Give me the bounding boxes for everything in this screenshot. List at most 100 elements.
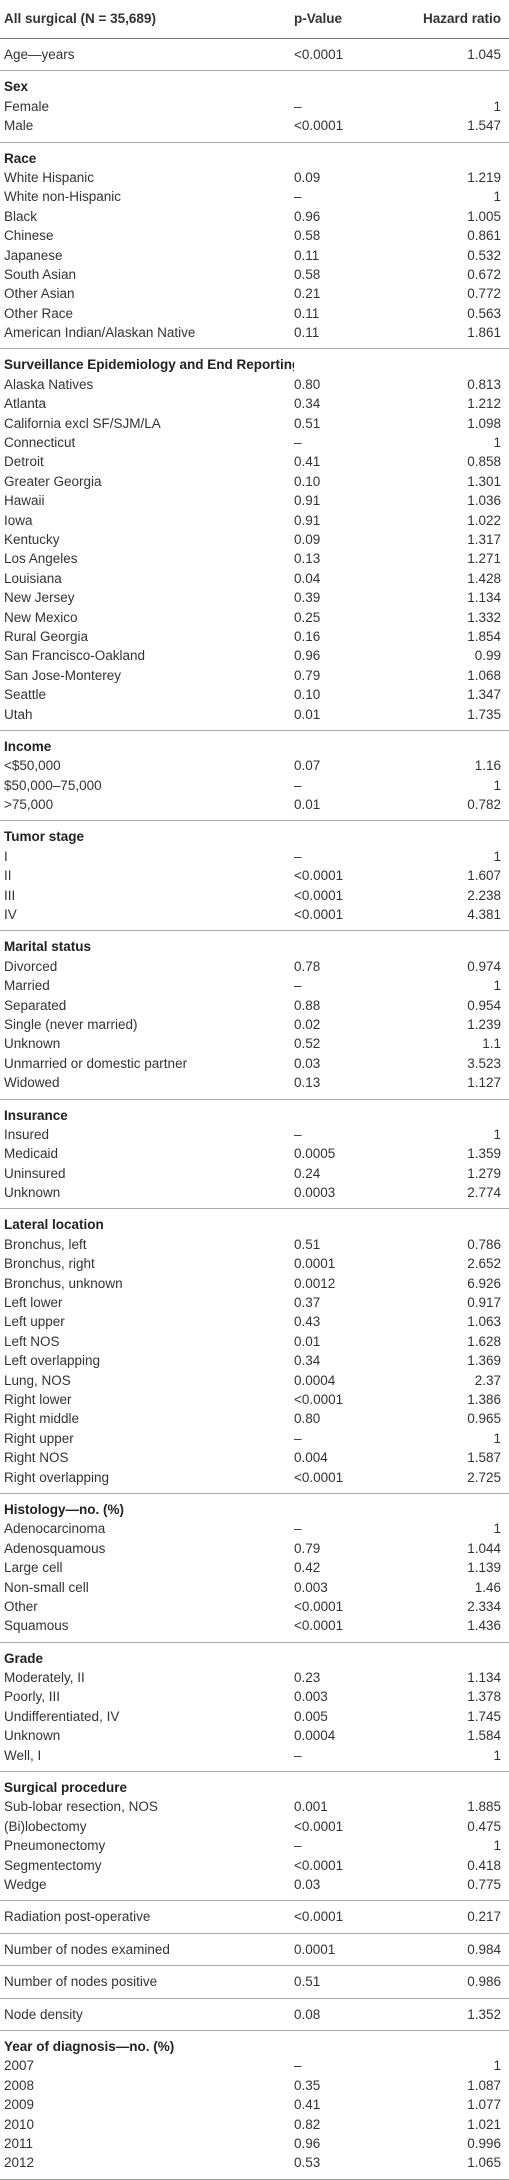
table-row: San Jose-Monterey 0.79 1.068 <box>0 666 509 685</box>
table-row: Other Asian 0.21 0.772 <box>0 284 509 303</box>
table-cell: Divorced <box>4 958 58 974</box>
header-cell: p-Value <box>294 11 343 26</box>
group-title-row: Lateral location <box>0 1215 509 1234</box>
table-cell: 0.005 <box>294 1708 328 1724</box>
table-cell: Separated <box>4 997 67 1013</box>
table-row: Left lower 0.37 0.917 <box>0 1293 509 1312</box>
group-title-row: Race <box>0 149 509 168</box>
table-cell: 0.04 <box>294 570 321 586</box>
table-cell: 0.88 <box>294 997 321 1013</box>
table-cell: 1.16 <box>474 758 501 774</box>
table-cell: 2.652 <box>467 1256 501 1272</box>
table-row: Sub-lobar resection, NOS 0.001 1.885 <box>0 1797 509 1816</box>
table-row: Number of nodes positive 0.51 0.986 <box>0 1972 509 1991</box>
table-cell: Rural Georgia <box>4 628 89 644</box>
table-cell: 0.782 <box>467 797 501 813</box>
table-cell: – <box>294 189 302 205</box>
group-title-row: Year of diagnosis—no. (%) <box>0 2037 509 2056</box>
table-row: Separated 0.88 0.954 <box>0 996 509 1015</box>
table-row: $50,000–75,000 – 1 <box>0 776 509 795</box>
table-cell: American Indian/Alaskan Native <box>4 325 196 341</box>
table-cell: Single (never married) <box>4 1016 138 1032</box>
table-cell: 1.271 <box>467 551 501 567</box>
table-cell: 0.51 <box>294 1236 321 1252</box>
table-row: Widowed 0.13 1.127 <box>0 1073 509 1092</box>
table-cell: 0.10 <box>294 687 321 703</box>
table-cell: Kentucky <box>4 531 60 547</box>
table-cell: <$50,000 <box>4 758 61 774</box>
table-cell: – <box>294 1838 302 1854</box>
table-cell: – <box>294 1126 302 1142</box>
table-cell: 2.725 <box>467 1469 501 1485</box>
table-cell: 0.532 <box>467 247 501 263</box>
table-cell: 0.0004 <box>294 1728 336 1744</box>
table-row: Adenocarcinoma – 1 <box>0 1519 509 1538</box>
table-cell: $50,000–75,000 <box>4 777 102 793</box>
table-cell: – <box>294 1430 302 1446</box>
table-cell: <0.0001 <box>294 1909 344 1925</box>
table-cell: 0.21 <box>294 286 321 302</box>
table-cell: Bronchus, unknown <box>4 1275 123 1291</box>
group-title: Race <box>4 150 37 166</box>
table-cell: 0.01 <box>294 797 321 813</box>
table-cell: 0.39 <box>294 590 321 606</box>
table-cell: 0.672 <box>467 266 501 282</box>
table-cell: 1 <box>493 1126 501 1142</box>
table-cell: 0.01 <box>294 706 321 722</box>
table-cell: 1.735 <box>467 706 501 722</box>
table-cell: Adenocarcinoma <box>4 1521 106 1537</box>
table-cell: Wedge <box>4 1876 47 1892</box>
table-cell: 1.279 <box>467 1165 501 1181</box>
table-cell: White Hispanic <box>4 169 95 185</box>
table-cell: 1 <box>493 978 501 994</box>
header-cell: All surgical (N = 35,689) <box>4 11 156 26</box>
table-cell: Adenosquamous <box>4 1540 106 1556</box>
table-row: III <0.0001 2.238 <box>0 886 509 905</box>
table-row: Pneumonectomy – 1 <box>0 1836 509 1855</box>
table-cell: 1.584 <box>467 1728 501 1744</box>
table-cell: <0.0001 <box>294 118 344 134</box>
table-cell: – <box>294 777 302 793</box>
table-row: Wedge 0.03 0.775 <box>0 1875 509 1894</box>
table-cell: – <box>294 1747 302 1763</box>
table-cell: 0.772 <box>467 286 501 302</box>
table-cell: 0.563 <box>467 305 501 321</box>
table-cell: Poorly, III <box>4 1689 61 1705</box>
table-row: American Indian/Alaskan Native 0.11 1.861 <box>0 323 509 342</box>
table-row: Alaska Natives 0.80 0.813 <box>0 375 509 394</box>
row-group: Radiation post-operative <0.0001 0.217 <box>0 1901 509 1934</box>
table-cell: 0.09 <box>294 531 321 547</box>
table-cell: Bronchus, right <box>4 1256 95 1272</box>
table-row: Other <0.0001 2.334 <box>0 1597 509 1616</box>
table-cell: <0.0001 <box>294 1818 344 1834</box>
table-row: Insured – 1 <box>0 1125 509 1144</box>
table-cell: 1.436 <box>467 1618 501 1634</box>
table-cell: 1.022 <box>467 512 501 528</box>
table-cell: 0.41 <box>294 454 321 470</box>
table-cell: 0.986 <box>467 1974 501 1990</box>
table-row: Black 0.96 1.005 <box>0 207 509 226</box>
table-cell: <0.0001 <box>294 1469 344 1485</box>
table-row: Age—years <0.0001 1.045 <box>0 45 509 64</box>
table-row: Well, I – 1 <box>0 1746 509 1765</box>
table-cell: 1.098 <box>467 415 501 431</box>
table-cell: 2008 <box>4 2077 35 2093</box>
row-group: Age—years <0.0001 1.045 <box>0 39 509 72</box>
table-cell: 0.53 <box>294 2155 321 2171</box>
row-group: Surveillance Epidemiology and End Report… <box>0 349 509 731</box>
table-cell: Unknown <box>4 1036 61 1052</box>
table-row: Kentucky 0.09 1.317 <box>0 530 509 549</box>
table-cell: 0.10 <box>294 473 321 489</box>
row-group: Income <$50,000 0.07 1.16 $50,000–75,000 – 1 >7… <box>0 731 509 822</box>
table-cell: 1 <box>493 1521 501 1537</box>
group-title-row: Histology—no. (%) <box>0 1500 509 1519</box>
table-cell: New Mexico <box>4 609 78 625</box>
table-cell: 0.35 <box>294 2077 321 2093</box>
table-cell: Moderately, II <box>4 1670 85 1686</box>
table-cell: 0.11 <box>294 305 320 321</box>
table-cell: Widowed <box>4 1075 60 1091</box>
table-cell: Los Angeles <box>4 551 78 567</box>
table-cell: Louisiana <box>4 570 62 586</box>
table-row: Right lower <0.0001 1.386 <box>0 1390 509 1409</box>
table-cell: 0.11 <box>294 247 320 263</box>
